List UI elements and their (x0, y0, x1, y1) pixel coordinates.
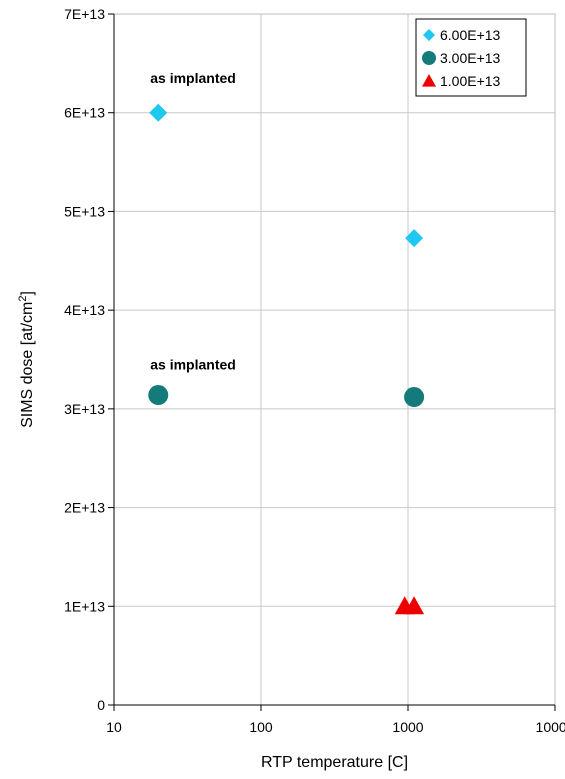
y-tick-label: 0 (97, 697, 105, 713)
annotations: as implanted as implanted (150, 70, 236, 372)
legend-marker-circle (422, 51, 436, 65)
x-axis-title: RTP temperature [C] (261, 754, 408, 771)
y-tick-label: 6E+13 (64, 105, 105, 121)
data-point-triangle (404, 596, 425, 615)
legend: 6.00E+13 3.00E+13 1.00E+13 (415, 18, 527, 97)
axes (108, 13, 556, 711)
legend-entry-label: 3.00E+13 (440, 50, 501, 66)
x-tick-label: 100 (249, 719, 273, 735)
y-axis-title-main: SIMS dose [at/cm (19, 302, 36, 428)
y-axis-title-superscript: 2 (17, 296, 29, 302)
data-point-circle (148, 385, 169, 406)
legend-marker-triangle (422, 74, 436, 87)
y-tick-label: 5E+13 (64, 203, 105, 219)
legend-marker-diamond (423, 29, 435, 41)
annotation-label: as implanted (150, 70, 236, 86)
legend-entry-label: 6.00E+13 (440, 27, 501, 43)
y-axis-title: SIMS dose [at/cm2] (17, 291, 36, 428)
annotation-label: as implanted (150, 356, 236, 372)
y-tick-label: 1E+13 (64, 598, 105, 614)
y-axis-title-end: ] (19, 291, 36, 295)
data-point-diamond (405, 229, 424, 248)
y-tick-label: 7E+13 (64, 6, 105, 22)
data-points (148, 103, 425, 615)
x-tick-label: 10 (106, 719, 122, 735)
data-point-diamond (149, 103, 168, 122)
y-tick-labels: 0 1E+13 2E+13 3E+13 4E+13 5E+13 6E+13 7E+13 (64, 6, 105, 713)
data-point-circle (404, 387, 425, 408)
y-tick-label: 4E+13 (64, 302, 105, 318)
x-tick-label: 1000 (392, 719, 423, 735)
y-tick-label: 3E+13 (64, 401, 105, 417)
y-tick-label: 2E+13 (64, 500, 105, 516)
legend-entry-label: 1.00E+13 (440, 73, 501, 89)
